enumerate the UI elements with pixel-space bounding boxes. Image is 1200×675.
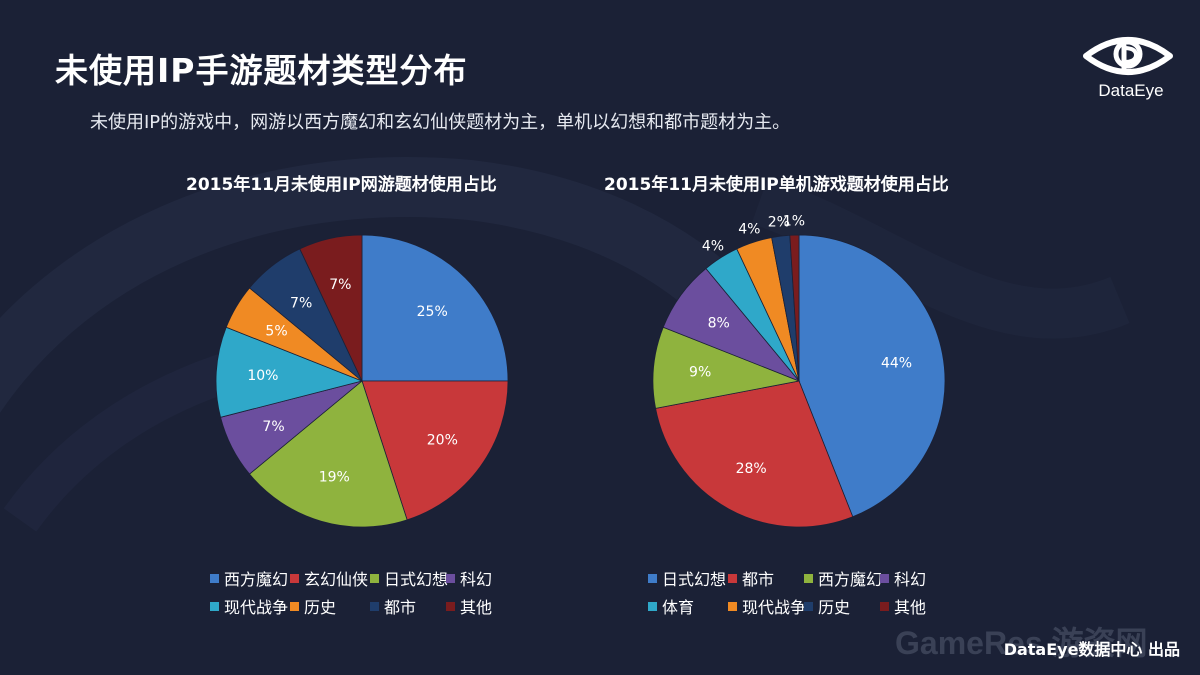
legend-label: 都市 <box>742 570 775 589</box>
chart-2-legend-item-0: 日式幻想 <box>648 566 726 590</box>
legend-swatch <box>648 601 657 611</box>
chart-1-data-label-1: 20% <box>427 432 458 448</box>
chart-2-data-label-0: 44% <box>881 355 912 371</box>
chart-2-data-label-2: 9% <box>689 365 711 381</box>
chart-2-data-label-1: 28% <box>736 461 767 477</box>
legend-label: 其他 <box>894 598 927 617</box>
legend-swatch <box>804 573 813 583</box>
chart-1-data-label-6: 7% <box>290 296 312 312</box>
legend-label: 其他 <box>460 598 493 617</box>
chart-1-slice-2 <box>248 380 408 528</box>
chart-1-legend-item-3: 科幻 <box>446 566 492 590</box>
legend-label: 日式幻想 <box>384 570 449 589</box>
legend-swatch <box>370 573 379 583</box>
legend-swatch <box>446 573 455 583</box>
legend-swatch <box>370 601 379 611</box>
chart-1-title: 2015年11月未使用IP网游题材使用占比 <box>186 175 497 195</box>
legend-label: 历史 <box>304 598 337 617</box>
legend-swatch <box>648 573 657 583</box>
dataeye-eye-logo-icon <box>1083 37 1173 75</box>
chart-2-legend-item-1: 都市 <box>728 566 774 590</box>
legend-label: 现代战争 <box>742 598 807 617</box>
legend-label: 科幻 <box>460 570 493 589</box>
chart-2-data-label-7: 1% <box>783 213 805 229</box>
chart-1-legend-item-0: 西方魔幻 <box>210 566 288 590</box>
legend-label: 体育 <box>662 598 695 617</box>
chart-2-data-label-5: 4% <box>738 221 760 237</box>
chart-2-slice-2 <box>652 326 801 409</box>
chart-2-slice-0 <box>798 234 946 518</box>
chart-1-legend-item-4: 现代战争 <box>210 594 288 618</box>
legend-swatch <box>880 573 889 583</box>
chart-2-data-label-6: 2% <box>768 215 790 231</box>
legend-label: 科幻 <box>894 570 927 589</box>
chart-1-legend-item-2: 日式幻想 <box>370 566 448 590</box>
chart-2-legend-item-6: 历史 <box>804 594 850 618</box>
legend-swatch <box>290 601 299 611</box>
chart-1-slice-4 <box>215 326 364 418</box>
chart-1-data-label-0: 25% <box>417 304 448 320</box>
chart-1-data-label-4: 10% <box>247 368 278 384</box>
chart-2-legend-item-4: 体育 <box>648 594 694 618</box>
chart-1-slice-0 <box>361 234 509 382</box>
chart-2-legend-item-7: 其他 <box>880 594 926 618</box>
page-subtitle: 未使用IP的游戏中，网游以西方魔幻和玄幻仙侠题材为主，单机以幻想和都市题材为主。 <box>90 112 791 133</box>
logo-text: DataEye <box>1098 81 1164 100</box>
chart-1-legend-item-7: 其他 <box>446 594 492 618</box>
chart-1-slice-7 <box>299 234 363 382</box>
legend-swatch <box>728 601 737 611</box>
legend-swatch <box>290 573 299 583</box>
chart-2-title: 2015年11月未使用IP单机游戏题材使用占比 <box>604 175 949 195</box>
legend-label: 日式幻想 <box>662 570 727 589</box>
legend-swatch <box>880 601 889 611</box>
chart-2-legend-item-3: 科幻 <box>880 566 926 590</box>
legend-label: 历史 <box>818 598 851 617</box>
chart-1-slice-1 <box>361 380 509 521</box>
chart-1-legend-item-1: 玄幻仙侠 <box>290 566 368 590</box>
legend-swatch <box>728 573 737 583</box>
legend-swatch <box>446 601 455 611</box>
legend-swatch <box>210 601 219 611</box>
chart-2-data-label-3: 8% <box>708 316 730 332</box>
legend-label: 现代战争 <box>224 598 289 617</box>
chart-1-data-label-2: 19% <box>319 469 350 485</box>
legend-label: 西方魔幻 <box>818 570 883 589</box>
legend-swatch <box>210 573 219 583</box>
chart-2-legend-item-5: 现代战争 <box>728 594 806 618</box>
legend-label: 西方魔幻 <box>224 570 289 589</box>
footer-credit: DataEye数据中心 出品 <box>1003 640 1180 659</box>
chart-1-legend-item-5: 历史 <box>290 594 336 618</box>
chart-2-legend-item-2: 西方魔幻 <box>804 566 882 590</box>
page-title: 未使用IP手游题材类型分布 <box>55 51 468 90</box>
chart-1-data-label-3: 7% <box>262 419 284 435</box>
legend-label: 玄幻仙侠 <box>304 570 369 589</box>
chart-2-data-label-4: 4% <box>702 238 724 254</box>
chart-1-legend-item-6: 都市 <box>370 594 416 618</box>
watermark: GameRes 游资网 <box>895 625 1148 661</box>
legend-label: 都市 <box>384 598 417 617</box>
chart-1-data-label-5: 5% <box>265 323 287 339</box>
chart-2-slice-7 <box>789 234 800 382</box>
legend-swatch <box>804 601 813 611</box>
chart-1-data-label-7: 7% <box>329 277 351 293</box>
chart-2-slice-1 <box>655 380 854 528</box>
